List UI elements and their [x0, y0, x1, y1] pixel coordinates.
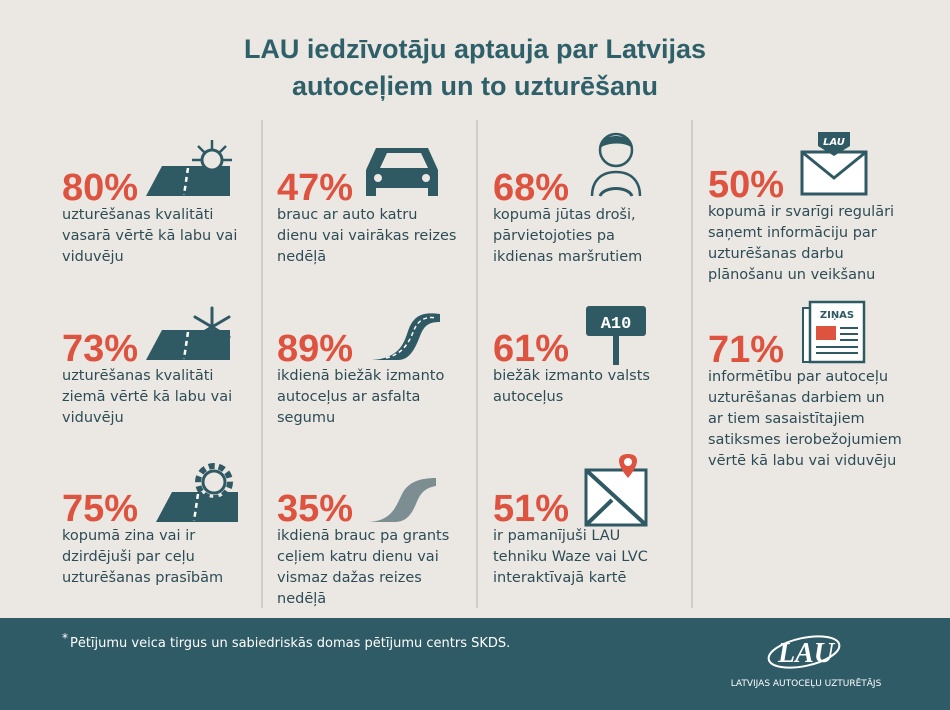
footer-band: [0, 618, 950, 710]
stat-value: 80%: [62, 167, 138, 209]
stat-description: vismaz dažas reizes: [277, 570, 422, 586]
envelope-label: LAU: [823, 137, 845, 148]
map-icon: [584, 454, 648, 527]
stat-description: nedēļā: [277, 591, 326, 607]
stat-description: brauc ar auto katru: [277, 207, 417, 223]
stat-description: uzturēšanas kvalitāti: [62, 207, 213, 223]
stat-value: 51%: [493, 488, 569, 530]
stat-description: kopumā jūtas droši,: [493, 207, 636, 223]
stat-value: 61%: [493, 328, 569, 370]
stat-description: satiksmes ierobežojumiem: [708, 432, 902, 448]
curvy-road-icon: [368, 313, 440, 360]
stat-description: saņemt informāciju par: [708, 225, 877, 241]
stat-description: vērtē kā labu vai viduvēju: [708, 453, 896, 469]
stat-description: segumu: [277, 410, 335, 426]
newspaper-label: ZIŅAS: [820, 310, 854, 321]
stat-description: nedēļā: [277, 249, 326, 265]
stat-description: kopumā zina vai ir: [62, 528, 195, 544]
logo: LAU: [777, 638, 836, 669]
sign-label: A10: [601, 315, 632, 334]
organization: LATVIJAS AUTOCEĻU UZTURĒTĀJS: [731, 678, 882, 689]
stat-description: uzturēšanas prasībām: [62, 570, 223, 586]
stat-value: 50%: [708, 164, 784, 206]
stat-description: ir pamanījuši LAU: [493, 528, 620, 544]
footnote-mark: *: [62, 631, 68, 645]
stat-description: uzturēšanas darbiem un: [708, 390, 885, 406]
stat-description: biežāk izmanto valsts: [493, 368, 650, 384]
stat-description: informētību par autoceļu: [708, 369, 888, 385]
stat-description: uzturēšanas kvalitāti: [62, 368, 213, 384]
stat-description: autoceļus: [493, 389, 563, 405]
stat-description: interaktīvajā kartē: [493, 570, 626, 586]
stat-description: ikdienā biežāk izmanto: [277, 368, 444, 384]
newspaper-icon: ZIŅAS: [802, 300, 866, 364]
stat-description: ceļiem katru dienu vai: [277, 549, 439, 565]
car-icon: [366, 148, 438, 196]
stat-value: 75%: [62, 488, 138, 530]
road-sign-icon: A10: [586, 306, 646, 365]
stat-description: viduvēju: [62, 410, 124, 426]
stat-description: autoceļus ar asfalta: [277, 389, 420, 405]
gravel-road-icon: [366, 478, 436, 522]
title-line: LAU iedzīvotāju aptauja par Latvijas: [244, 34, 706, 64]
road-gear-icon: [156, 463, 238, 522]
road-winter-icon: [146, 306, 231, 360]
stat-value: 89%: [277, 328, 353, 370]
stat-description: plānošanu un veikšanu: [708, 267, 875, 283]
envelope-icon: LAU: [800, 132, 868, 196]
road-summer-icon: [146, 140, 232, 196]
stat-description: ar tiem sasaistītajiem: [708, 411, 865, 427]
stat-description: ikdienā brauc pa grants: [277, 528, 449, 544]
stat-value: 73%: [62, 328, 138, 370]
stat-description: dzirdējuši par ceļu: [62, 549, 195, 565]
stat-value: 68%: [493, 167, 569, 209]
footnote: Pētījumu veica tirgus un sabiedriskās do…: [70, 636, 510, 651]
stat-description: tehniku Waze vai LVC: [493, 549, 648, 565]
stat-description: kopumā ir svarīgi regulāri: [708, 204, 894, 220]
title-line: autoceļiem un to uzturēšanu: [292, 71, 658, 101]
logo-swoosh: [767, 635, 841, 669]
stat-description: dienu vai vairākas reizes: [277, 228, 456, 244]
stat-value: 35%: [277, 488, 353, 530]
stat-description: ikdienas maršrutiem: [493, 249, 642, 265]
stat-description: viduvēju: [62, 249, 124, 265]
driver-icon: [590, 132, 642, 197]
stat-value: 47%: [277, 167, 353, 209]
stat-description: pārvietojoties pa: [493, 228, 615, 244]
column-dividers: [261, 120, 693, 608]
stat-description: ziemā vērtē kā labu vai: [62, 389, 232, 405]
stat-value: 71%: [708, 329, 784, 371]
stat-description: uzturēšanas darbu: [708, 246, 844, 262]
stat-description: vasarā vērtē kā labu vai: [62, 228, 237, 244]
